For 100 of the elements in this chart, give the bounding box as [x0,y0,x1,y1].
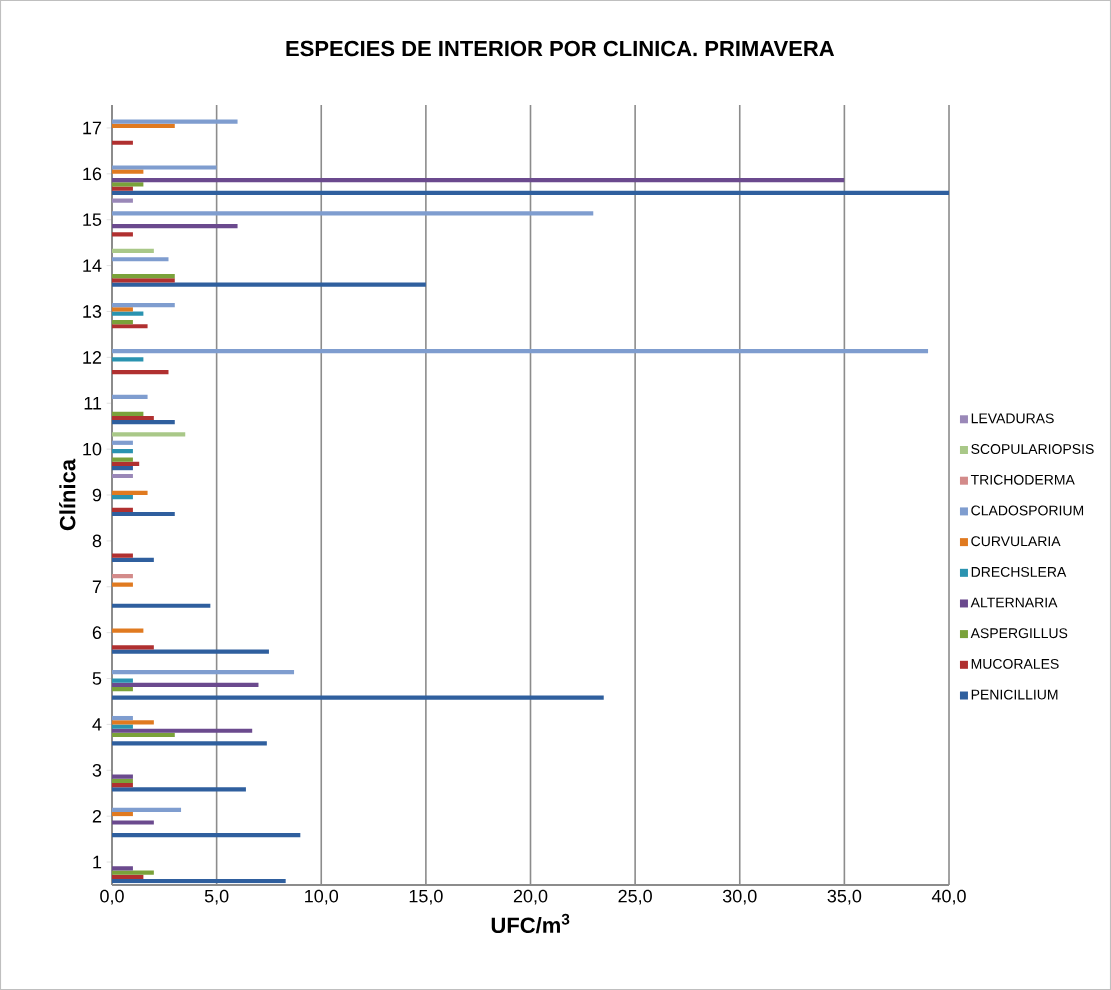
bar [112,432,186,437]
bar [112,165,217,170]
bar [112,198,133,203]
bar [112,182,144,187]
legend-label: TRICHODERMA [970,474,1075,485]
bar [112,682,259,687]
bar [112,232,133,237]
y-tick-label: 11 [84,397,102,410]
legend-label: MUCORALES [971,658,1059,669]
x-tick-label: 10,0 [305,889,339,905]
bar [112,695,604,700]
bar [112,190,949,195]
y-tick-label: 3 [92,763,102,777]
y-tick-label: 14 [83,259,102,272]
y-tick-label: 16 [83,167,102,181]
bar [112,833,301,838]
y-tick-label: 13 [83,305,102,318]
bar [112,449,133,454]
legend-label: DRECHSLERA [971,566,1067,577]
bar [112,678,133,683]
bar [112,123,175,128]
bar [112,686,133,692]
y-tick-label: 10 [83,442,102,456]
bar [112,720,154,725]
bar [112,348,929,354]
y-tick-label: 6 [92,626,102,640]
bar [112,119,238,124]
bar [112,741,267,746]
bar [112,319,133,325]
y-tick-label: 9 [92,488,102,502]
bar [112,507,133,512]
x-tick-label: 15,0 [409,889,443,905]
chart-title: ESPECIES DE INTERIOR POR CLINICA. PRIMAVERA [286,40,835,57]
bar [112,211,594,216]
bar [112,557,154,562]
bar [112,670,295,675]
bar [112,473,133,479]
bar [112,603,211,608]
x-tick-label: 30,0 [722,889,757,905]
bar [112,186,133,191]
x-tick-label: 35,0 [827,889,862,905]
bar [112,715,133,721]
bar [112,415,154,421]
bar [112,724,133,729]
bar [112,649,269,654]
bar [112,466,133,471]
legend-label: ALTERNARIA [970,597,1058,608]
bar [112,223,238,229]
bar [112,248,154,253]
bar [112,274,175,279]
bar [112,420,175,425]
bar [112,511,175,517]
bar [112,178,845,183]
bar [112,574,133,579]
bar [112,807,182,812]
legend-label: ASPERGILLUS [970,628,1068,639]
y-axis-title: Clínica [59,458,76,531]
y-tick-label: 7 [92,580,102,593]
x-tick-label: 0,0 [100,889,124,905]
legend-label: PENICILLIUM [971,689,1058,700]
bar [112,582,133,587]
bar [112,307,133,312]
y-tick-label: 4 [92,718,102,731]
y-tick-label: 5 [92,672,102,685]
y-tick-label: 12 [83,351,102,364]
bar [112,169,144,174]
y-tick-label: 8 [92,534,102,548]
bar [112,140,133,145]
bar [112,866,133,871]
bar [112,774,133,779]
bar [112,490,148,495]
y-tick-label: 2 [92,809,102,823]
bar [112,495,133,500]
legend-label: LEVADURAS [971,413,1054,424]
bar [112,311,144,316]
y-tick-label: 1 [93,855,102,869]
bar [112,820,154,825]
y-tick-label: 15 [83,213,102,226]
x-tick-label: 20,0 [513,889,548,905]
bar [112,394,148,400]
bar [112,257,169,262]
bar [112,728,253,733]
bar [112,787,246,792]
legend-label: SCOPULARIOPSIS [971,444,1094,455]
bar [112,782,133,788]
bar [112,461,140,466]
bar [112,278,175,283]
legend-label: CURVULARIA [971,536,1061,547]
x-axis-title: UFC/m$^{3}$ [491,913,570,934]
bar [112,645,154,650]
bar [112,778,133,783]
x-tick-label: 25,0 [618,889,652,905]
x-tick-label: 5,0 [204,889,229,905]
bar [112,870,154,875]
legend-label: CLADOSPORIUM [971,505,1084,516]
bar [112,440,133,445]
bar [112,324,148,329]
bar [112,303,175,308]
bar [112,282,426,287]
y-tick-label: 17 [83,121,102,135]
